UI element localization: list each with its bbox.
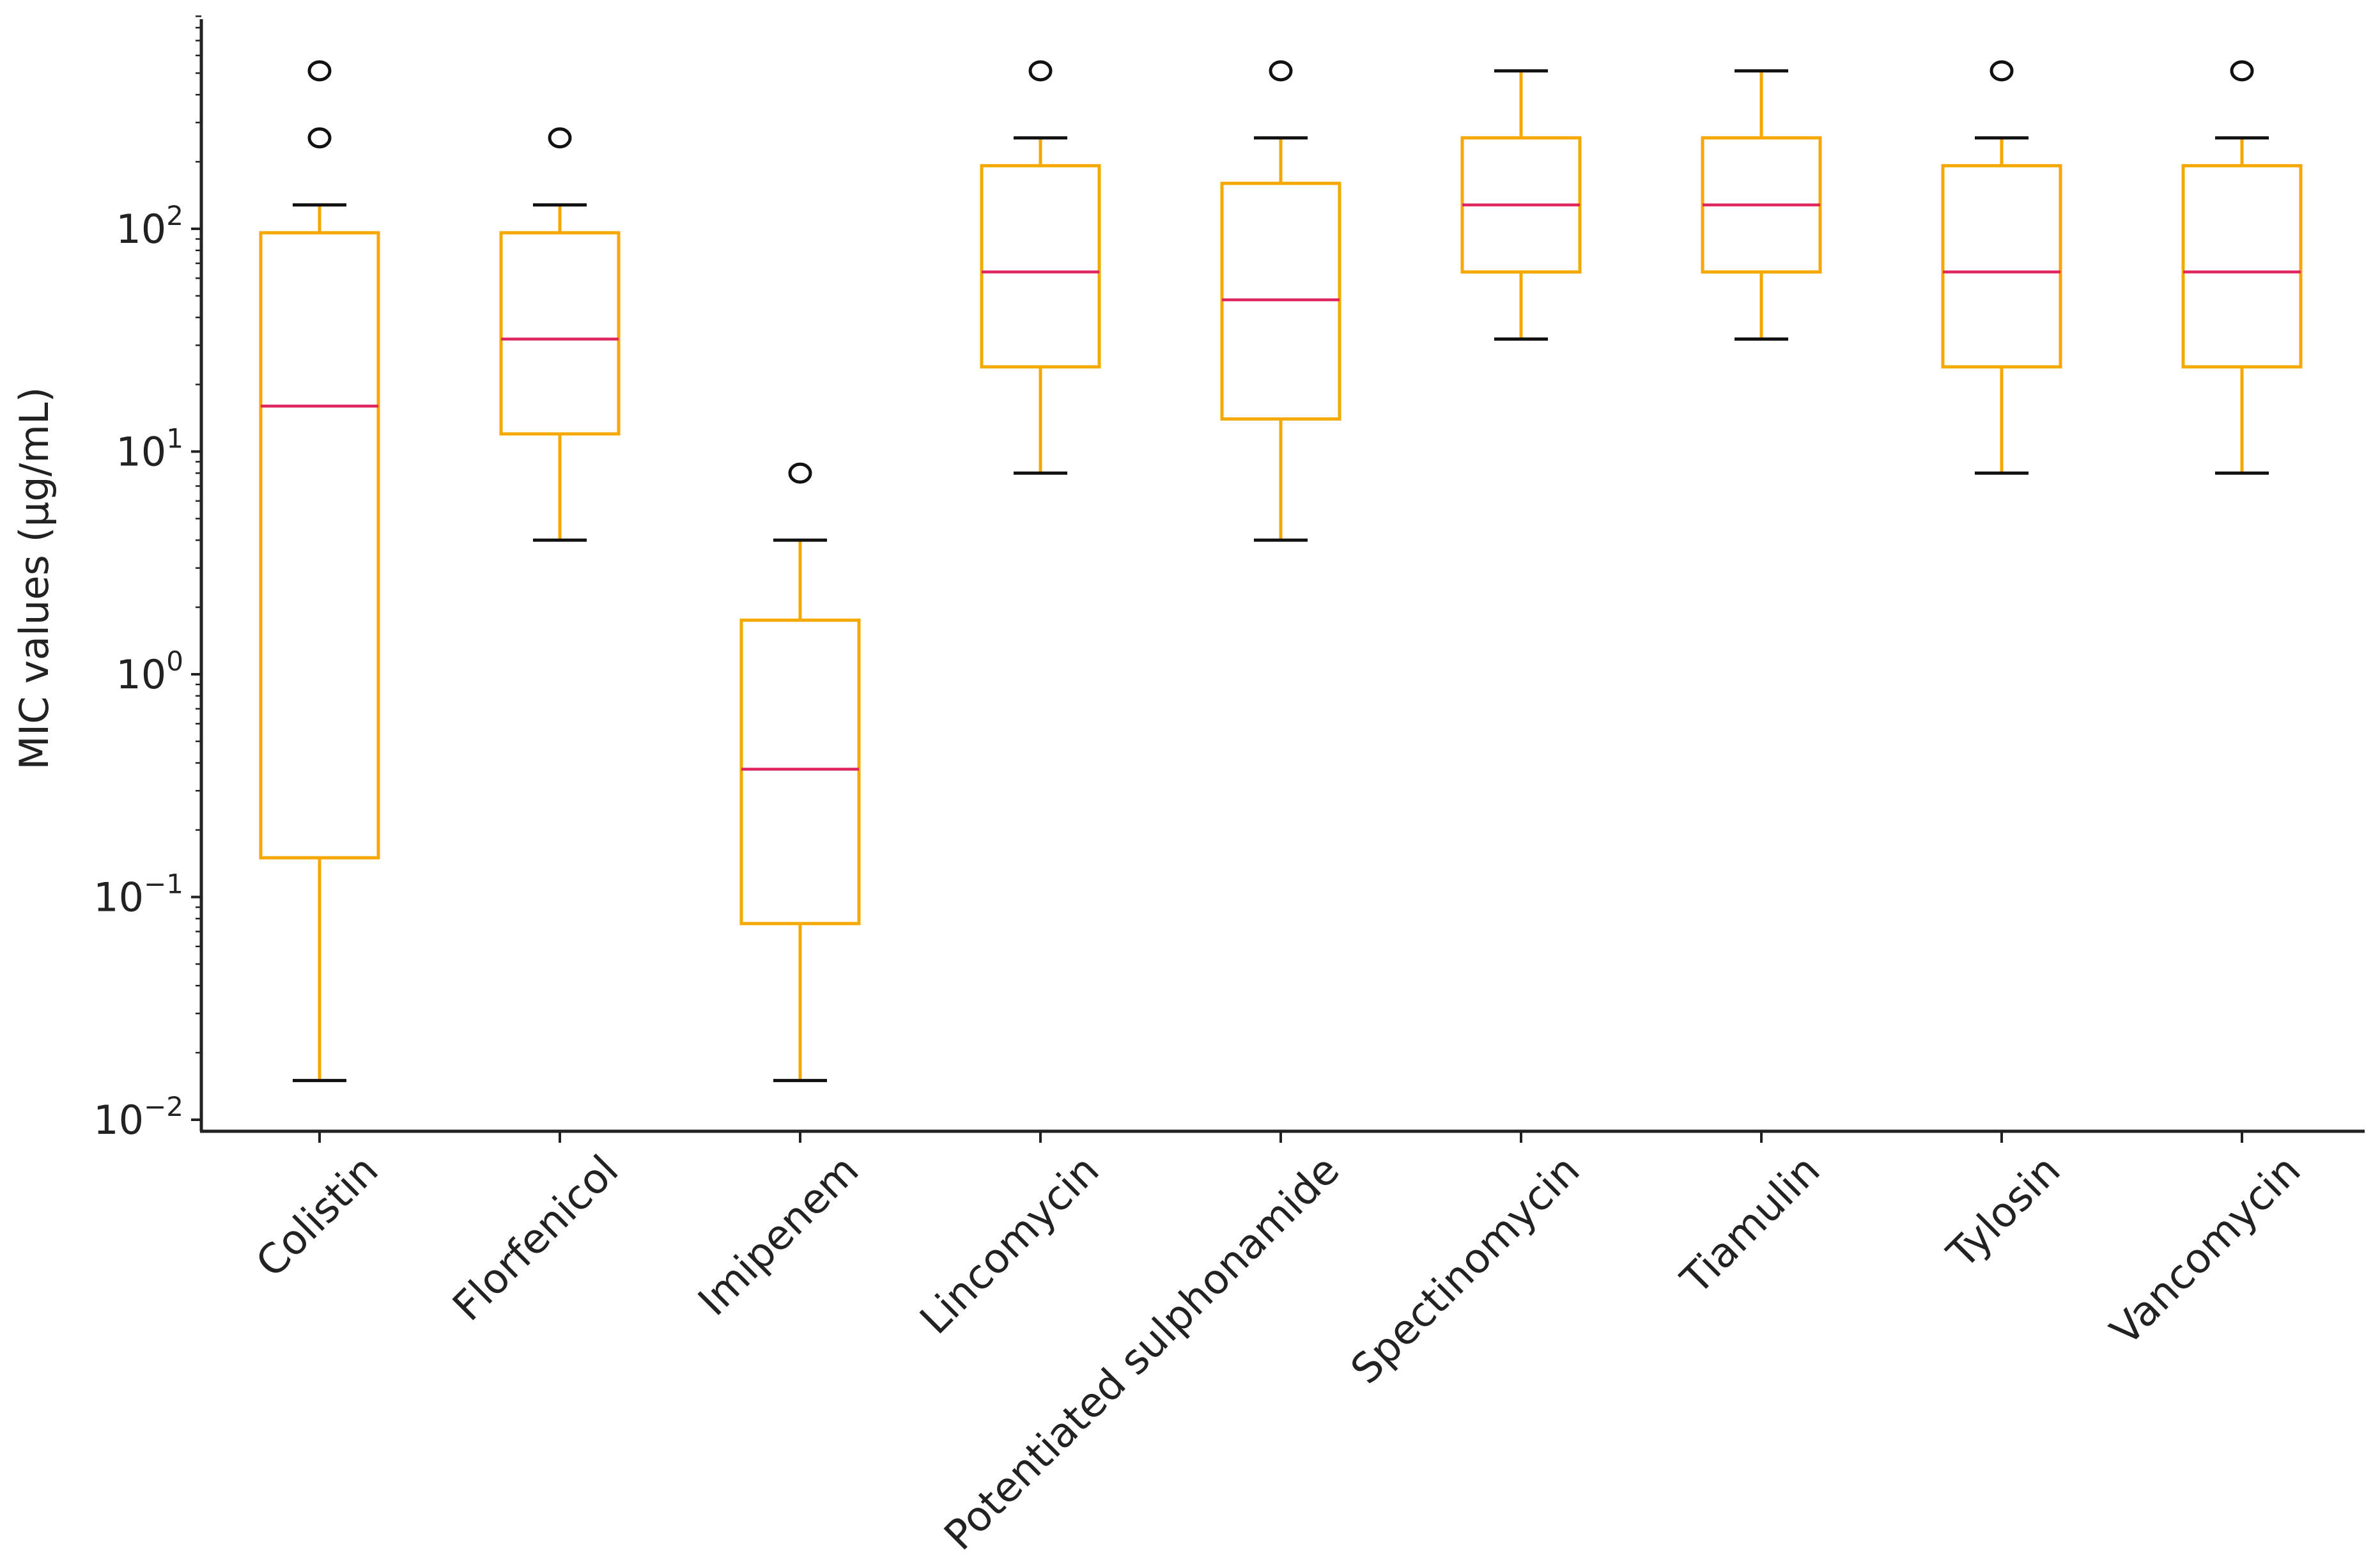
y-tick-exponent: 2 <box>166 200 183 231</box>
box-group <box>1460 69 1582 341</box>
plot-area <box>259 60 2303 1083</box>
box-group <box>980 60 1101 475</box>
box-group <box>1220 60 1341 542</box>
box-group <box>739 462 861 1083</box>
outlier-point <box>1990 60 2014 82</box>
x-axis-ticks: Colistin Florfenicol Imipenem LincomycinPot… <box>247 1131 2310 1555</box>
y-axis-title: MIC values (μg/mL) <box>11 387 58 770</box>
y-tick-base: 10 <box>93 1097 144 1143</box>
x-tick-label: Colistin <box>247 1147 387 1287</box>
x-tick-label: Florfenicol <box>444 1147 628 1330</box>
box-group <box>2181 60 2303 475</box>
outlier-point <box>1269 60 1293 82</box>
y-tick-label: 100 <box>116 646 183 698</box>
y-tick-base: 10 <box>116 651 166 698</box>
y-tick-label: 101 <box>116 423 183 476</box>
outlier-point <box>307 127 332 149</box>
x-tick-label: Spectinomycin <box>1342 1147 1589 1393</box>
y-tick-exponent: 0 <box>166 646 183 677</box>
x-tick-label: Potentiated sulphonamide <box>936 1147 1348 1555</box>
y-tick-base: 10 <box>116 429 166 476</box>
x-tick-label: Tylosin <box>1938 1147 2070 1278</box>
box-group <box>499 127 621 542</box>
outlier-point <box>548 127 572 149</box>
y-tick-label: 10−1 <box>93 869 183 921</box>
iqr-box <box>2181 164 2303 369</box>
outlier-point <box>1028 60 1053 82</box>
box-group <box>1941 60 2062 475</box>
y-tick-label: 10−2 <box>93 1091 183 1143</box>
x-tick-label: Vancomycin <box>2102 1147 2310 1355</box>
x-tick-label: Tiamulin <box>1672 1147 1829 1304</box>
outlier-point <box>307 60 332 82</box>
y-tick-exponent: −1 <box>144 869 183 900</box>
outlier-point <box>2230 60 2254 82</box>
x-tick-label: Lincomycin <box>911 1147 1108 1343</box>
y-tick-label: 102 <box>116 200 183 252</box>
y-tick-exponent: −2 <box>144 1091 183 1122</box>
y-tick-base: 10 <box>116 206 166 252</box>
x-tick-label: Imipenem <box>690 1147 869 1326</box>
y-tick-base: 10 <box>93 874 144 921</box>
iqr-box <box>499 231 621 436</box>
iqr-box <box>739 618 861 925</box>
box-group <box>1701 69 1822 341</box>
y-tick-exponent: 1 <box>166 423 183 454</box>
iqr-box <box>1941 164 2062 369</box>
box-group <box>259 60 380 1083</box>
iqr-box <box>259 231 380 860</box>
iqr-box <box>980 164 1101 369</box>
outlier-point <box>788 462 812 484</box>
